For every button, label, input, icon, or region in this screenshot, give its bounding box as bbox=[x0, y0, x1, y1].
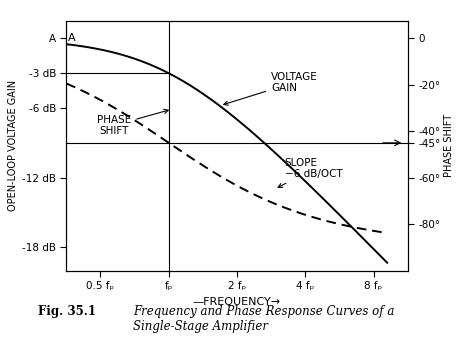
Text: SLOPE
−6 dB/OCT: SLOPE −6 dB/OCT bbox=[278, 158, 343, 187]
Text: PHASE
SHIFT: PHASE SHIFT bbox=[97, 109, 168, 136]
Y-axis label: OPEN-LOOP VOLTAGE GAIN: OPEN-LOOP VOLTAGE GAIN bbox=[8, 80, 18, 211]
Text: Frequency and Phase Response Curves of a
Single-Stage Amplifier: Frequency and Phase Response Curves of a… bbox=[133, 305, 394, 333]
Text: A: A bbox=[68, 33, 75, 43]
Text: Fig. 35.1: Fig. 35.1 bbox=[38, 305, 96, 318]
Text: VOLTAGE
GAIN: VOLTAGE GAIN bbox=[224, 71, 318, 105]
X-axis label: —FREQUENCY→: —FREQUENCY→ bbox=[193, 297, 281, 307]
Y-axis label: PHASE SHIFT: PHASE SHIFT bbox=[445, 114, 455, 177]
